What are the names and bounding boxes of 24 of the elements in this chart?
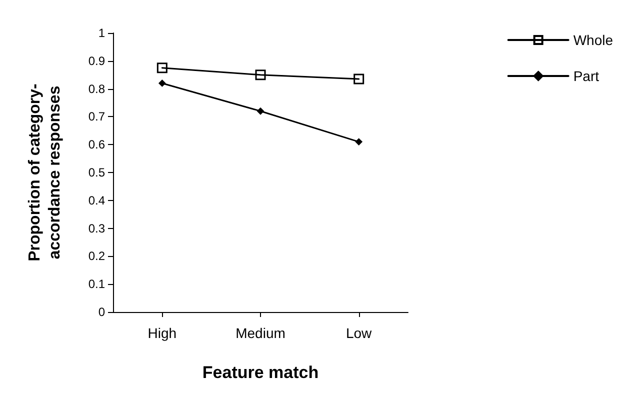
legend-label: Whole: [573, 32, 614, 48]
y-tick-label: 0.9: [88, 54, 106, 68]
y-tick-label: 0: [98, 305, 106, 319]
point: [255, 70, 266, 80]
point: [354, 74, 364, 84]
y-tick-label: 0.7: [88, 110, 106, 124]
y-tick-label: 1: [98, 26, 106, 40]
y-axis-title: Proportion of category- accordance responses: [26, 84, 64, 262]
point: [158, 80, 166, 87]
y-tick-label: 0.6: [88, 138, 106, 152]
y-tick-label: 0.3: [88, 221, 106, 236]
point: [355, 138, 362, 146]
y-tick-label: 0.2: [88, 249, 106, 264]
y-tick-label: 0.4: [88, 193, 106, 208]
legend-label: Part: [573, 68, 600, 84]
y-tick-label: 0.5: [88, 166, 106, 180]
y-tick-label: 0.1: [88, 277, 106, 292]
point: [156, 62, 168, 74]
point: [257, 108, 264, 115]
x-tick-label: Low: [346, 325, 373, 341]
x-tick-label: High: [148, 325, 177, 341]
x-tick-label: Medium: [236, 325, 286, 341]
y-tick-label: 0.8: [88, 82, 106, 96]
x-axis-title: Feature match: [202, 363, 319, 382]
